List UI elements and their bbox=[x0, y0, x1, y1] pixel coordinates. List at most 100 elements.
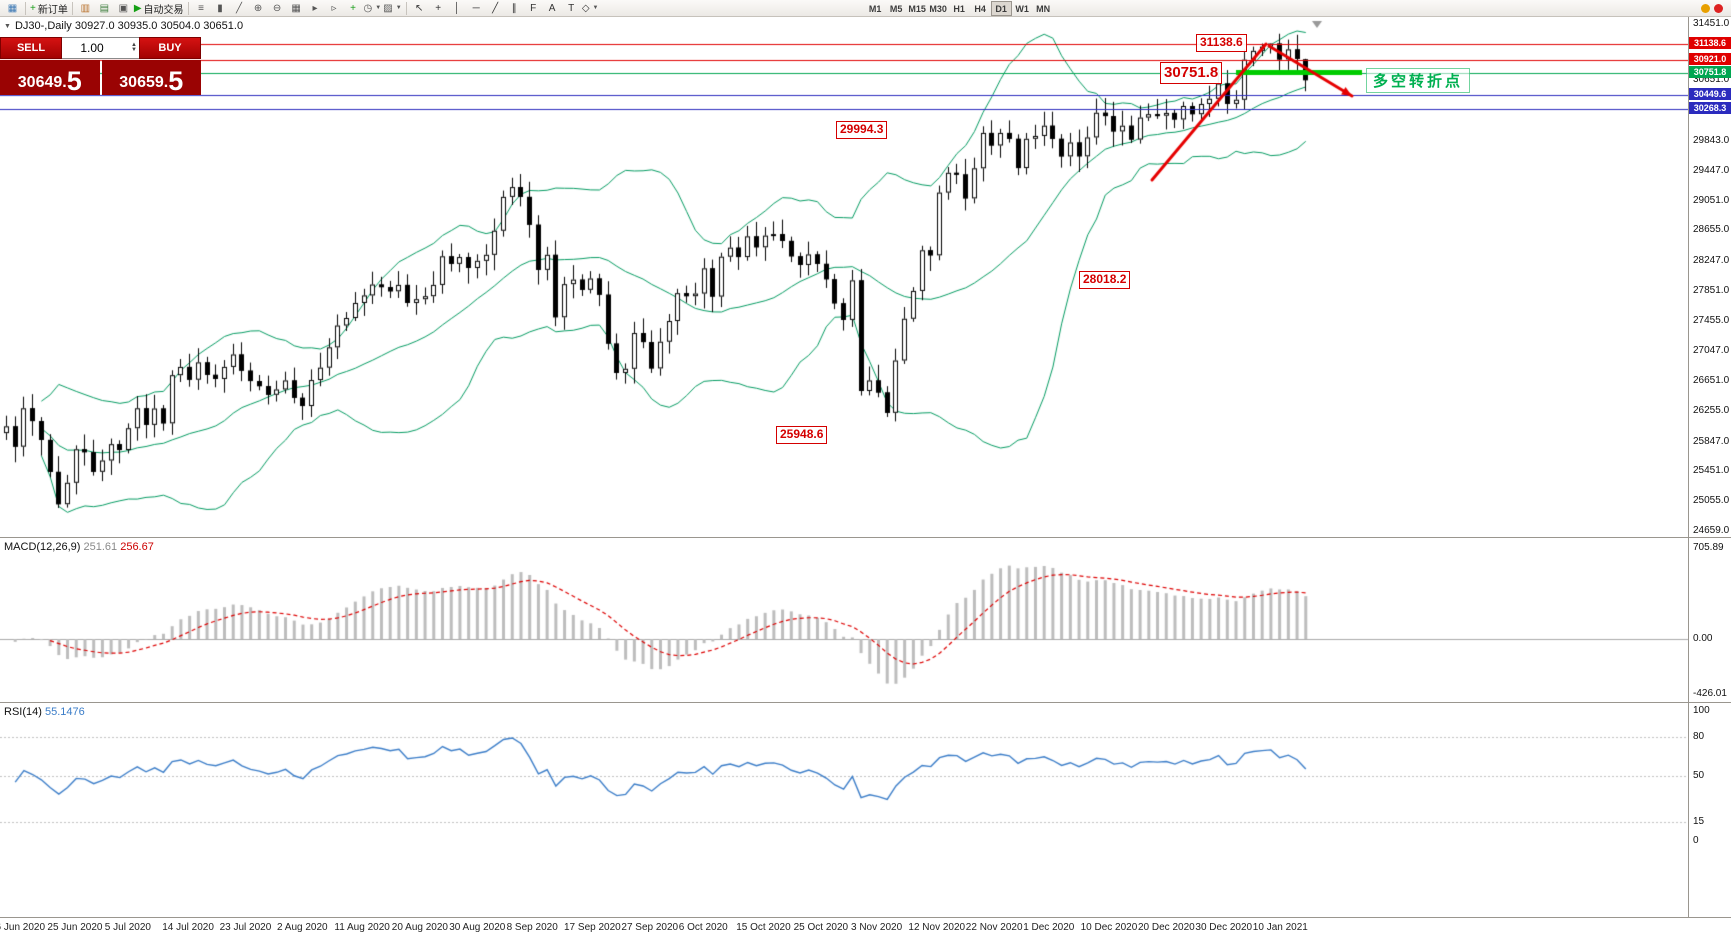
chart-shift-icon[interactable]: ▹ bbox=[325, 1, 344, 16]
periods-icon[interactable]: ◷ ▼ bbox=[363, 1, 383, 16]
price-scale-badge: 30921.0 bbox=[1689, 52, 1731, 65]
price-scale-tick: 27455.0 bbox=[1693, 314, 1730, 326]
buy-price[interactable]: 30659. 5 bbox=[101, 60, 201, 95]
one-click-collapse-icon[interactable]: ▼ bbox=[4, 22, 11, 30]
volume-input[interactable] bbox=[62, 40, 122, 56]
main-chart-canvas[interactable] bbox=[0, 17, 1688, 537]
price-scale-tick: 24659.0 bbox=[1693, 525, 1730, 536]
vertical-line-icon[interactable]: │ bbox=[448, 1, 467, 16]
new-chart-icon[interactable]: ▦ bbox=[3, 1, 22, 16]
auto-scroll-icon[interactable]: ▸ bbox=[306, 1, 325, 16]
date-axis-label: 14 Jul 2020 bbox=[162, 922, 214, 933]
autotrading-icon: ▶ bbox=[133, 2, 142, 14]
price-label-29994[interactable]: 29994.3 bbox=[836, 121, 888, 139]
timeframe-button-D1[interactable]: D1 bbox=[990, 0, 1012, 16]
channel-icon[interactable]: ∥ bbox=[505, 1, 524, 16]
macd-value-1: 251.61 bbox=[83, 541, 118, 553]
alert-icon[interactable] bbox=[1701, 3, 1710, 13]
market-watch-icon[interactable]: ▥ bbox=[76, 1, 95, 16]
market-watch-icon: ▥ bbox=[80, 2, 91, 14]
date-axis-label: 8 Sep 2020 bbox=[506, 922, 558, 933]
label-icon[interactable]: T bbox=[562, 1, 581, 16]
horizontal-line-icon[interactable]: ─ bbox=[467, 1, 486, 16]
timeframe-button-M15[interactable]: M15 bbox=[908, 3, 926, 14]
timeframe-button-W1[interactable]: W1 bbox=[1015, 3, 1029, 14]
price-label-30751[interactable]: 30751.8 bbox=[1160, 62, 1223, 84]
sell-price-pip: 5 bbox=[66, 66, 82, 96]
crosshair-icon: + bbox=[435, 2, 442, 14]
vertical-line-icon: │ bbox=[454, 2, 461, 14]
date-axis-label: 10 Dec 2020 bbox=[1080, 922, 1138, 933]
macd-panel-canvas[interactable] bbox=[0, 538, 1688, 702]
crosshair-icon[interactable]: + bbox=[429, 1, 448, 16]
price-scale-tick: 25451.0 bbox=[1693, 465, 1730, 477]
bar-chart-icon[interactable]: ≡ bbox=[192, 1, 211, 16]
timeframe-button-M30[interactable]: M30 bbox=[929, 3, 947, 14]
rsi-label: RSI(14) 55.1476 bbox=[4, 706, 85, 718]
templates-icon: ▨ bbox=[383, 2, 393, 14]
chart-shift-icon: ▹ bbox=[331, 2, 337, 14]
rsi-scale-tick: 80 bbox=[1693, 731, 1705, 742]
fibonacci-icon[interactable]: F bbox=[524, 1, 543, 16]
trendline-icon[interactable]: ╱ bbox=[486, 1, 505, 16]
date-axis-label: 5 Jul 2020 bbox=[104, 922, 151, 933]
timeframe-button-H1[interactable]: H1 bbox=[953, 3, 965, 14]
new-order-button[interactable]: + 新订单 bbox=[29, 1, 69, 16]
toolbar: ▦ + 新订单 ▥ ▤ ▣ ▶ 自动交易 ≡ ▮ ╱ ⊕ ⊖ ▦ ▸ ▹ + ◷ ▼ ▨ ▼ ↖ + │ ─ ╱ ∥ F A T ◇ ▼ M1… bbox=[0, 0, 1731, 17]
caret-down-icon: ▼ bbox=[375, 5, 382, 11]
cursor-icon[interactable]: ↖ bbox=[410, 1, 429, 16]
rsi-panel-canvas[interactable] bbox=[0, 703, 1688, 917]
sell-price[interactable]: 30649. 5 bbox=[0, 60, 100, 95]
text-icon[interactable]: A bbox=[543, 1, 562, 16]
date-axis-label: 27 Sep 2020 bbox=[621, 922, 679, 933]
rsi-scale-tick: 100 bbox=[1693, 705, 1710, 716]
templates-icon[interactable]: ▨ ▼ bbox=[382, 1, 402, 16]
price-label-31138[interactable]: 31138.6 bbox=[1196, 34, 1247, 52]
price-scale-separator[interactable] bbox=[1688, 17, 1689, 918]
indicators-icon[interactable]: + bbox=[344, 1, 363, 16]
stepper-up-icon[interactable]: ▲ bbox=[131, 42, 137, 48]
price-scale-tick: 27851.0 bbox=[1693, 284, 1730, 296]
toolbar-tray bbox=[1701, 3, 1728, 13]
navigator-icon[interactable]: ▤ bbox=[95, 1, 114, 16]
timeframe-button-H4[interactable]: H4 bbox=[974, 3, 986, 14]
macd-scale-tick: 705.89 bbox=[1693, 542, 1724, 553]
price-label-25948[interactable]: 25948.6 bbox=[776, 426, 828, 444]
zoom-out-icon[interactable]: ⊖ bbox=[268, 1, 287, 16]
zoom-in-icon[interactable]: ⊕ bbox=[249, 1, 268, 16]
panel-separator[interactable] bbox=[0, 537, 1731, 538]
panel-separator[interactable] bbox=[0, 702, 1731, 703]
price-scale-tick: 28247.0 bbox=[1693, 255, 1730, 267]
timeframe-button-M1[interactable]: M1 bbox=[868, 3, 882, 14]
volume-stepper[interactable]: ▲ ▼ bbox=[131, 42, 139, 53]
line-chart-icon[interactable]: ╱ bbox=[230, 1, 249, 16]
sell-button[interactable]: SELL bbox=[0, 37, 62, 59]
terminal-icon[interactable]: ▣ bbox=[114, 1, 133, 16]
rsi-name: RSI(14) bbox=[4, 706, 42, 718]
stepper-down-icon[interactable]: ▼ bbox=[131, 47, 137, 53]
candlestick-icon[interactable]: ▮ bbox=[211, 1, 230, 16]
price-scale-badge: 30751.8 bbox=[1689, 65, 1731, 78]
price-label-28018[interactable]: 28018.2 bbox=[1079, 271, 1131, 289]
chart-ohlc-label: DJ30-,Daily 30927.0 30935.0 30504.0 3065… bbox=[14, 20, 244, 32]
turning-point-label[interactable]: 多空转折点 bbox=[1366, 68, 1471, 93]
shapes-icon[interactable]: ◇ ▼ bbox=[581, 1, 600, 16]
buy-button[interactable]: BUY bbox=[139, 37, 201, 59]
periods-icon: ◷ bbox=[363, 2, 373, 14]
rsi-scale-tick: 50 bbox=[1693, 770, 1705, 781]
date-axis-label: 2 Aug 2020 bbox=[277, 922, 328, 933]
tile-windows-icon: ▦ bbox=[291, 2, 301, 14]
price-scale-badge: 31138.6 bbox=[1689, 36, 1731, 49]
macd-scale-tick: 0.00 bbox=[1693, 633, 1713, 645]
caret-down-icon: ▼ bbox=[395, 5, 402, 11]
price-scale-tick: 27047.0 bbox=[1693, 345, 1730, 357]
timeframe-button-M5[interactable]: M5 bbox=[889, 3, 903, 14]
new-order-icon: + bbox=[30, 2, 36, 14]
price-scale-tick: 28655.0 bbox=[1693, 224, 1730, 236]
tile-windows-icon[interactable]: ▦ bbox=[287, 1, 306, 16]
notification-icon[interactable] bbox=[1714, 3, 1723, 13]
buy-price-main: 30659. bbox=[119, 74, 169, 91]
date-axis-label: 10 Jan 2021 bbox=[1252, 922, 1308, 933]
timeframe-button-MN[interactable]: MN bbox=[1036, 3, 1051, 14]
autotrading-button[interactable]: ▶ 自动交易 bbox=[133, 1, 185, 16]
